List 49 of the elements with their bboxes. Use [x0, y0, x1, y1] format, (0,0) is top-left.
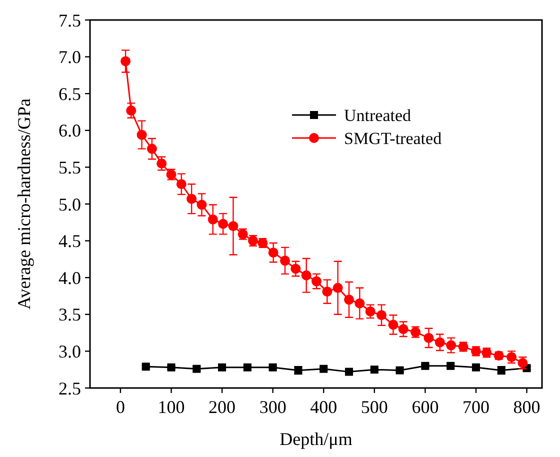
point [354, 298, 365, 308]
x-tick-label: 200 [208, 397, 236, 417]
point [126, 106, 136, 116]
point [290, 264, 301, 274]
point [398, 324, 408, 334]
point [186, 194, 197, 204]
x-tick-label: 100 [158, 397, 185, 417]
point [218, 218, 228, 229]
point [332, 282, 343, 293]
y-tick-label: 4.0 [58, 268, 81, 288]
y-tick-label: 3.0 [58, 342, 81, 362]
legend-label: Untreated [344, 106, 412, 125]
point [146, 144, 157, 154]
y-axis-title: Average micro-hardness/GPa [14, 98, 34, 310]
point [312, 276, 322, 286]
point [268, 248, 278, 258]
point [388, 320, 398, 330]
point [280, 256, 290, 266]
y-tick-label: 4.5 [58, 231, 81, 252]
x-axis-title: Depth/μm [280, 429, 352, 449]
point [136, 130, 147, 140]
point [376, 310, 387, 320]
point [176, 179, 186, 190]
point [434, 337, 445, 348]
y-tick-label: 7.5 [58, 10, 81, 30]
point [120, 56, 131, 66]
point [446, 340, 456, 350]
legend-label: SMGT-treated [344, 128, 442, 148]
x-tick-label: 800 [513, 397, 540, 417]
x-tick-label: 500 [360, 397, 388, 417]
x-tick-label: 300 [259, 397, 286, 417]
x-tick-label: 400 [310, 397, 338, 417]
point [301, 270, 312, 280]
y-tick-label: 2.5 [58, 378, 81, 398]
x-tick-label: 0 [116, 397, 125, 417]
y-tick-label: 3.5 [58, 304, 81, 325]
point [196, 200, 207, 210]
y-tick-label: 6.5 [58, 84, 81, 104]
x-tick-label: 700 [462, 397, 490, 417]
point [322, 286, 332, 297]
x-tick-label: 600 [412, 397, 439, 417]
y-tick-label: 5.0 [58, 194, 81, 214]
point [424, 332, 434, 343]
y-tick-label: 5.5 [58, 158, 81, 178]
y-tick-label: 7.0 [58, 47, 81, 68]
point [208, 214, 218, 224]
y-tick-label: 6.0 [58, 120, 81, 141]
point [344, 294, 354, 305]
point [228, 221, 238, 232]
